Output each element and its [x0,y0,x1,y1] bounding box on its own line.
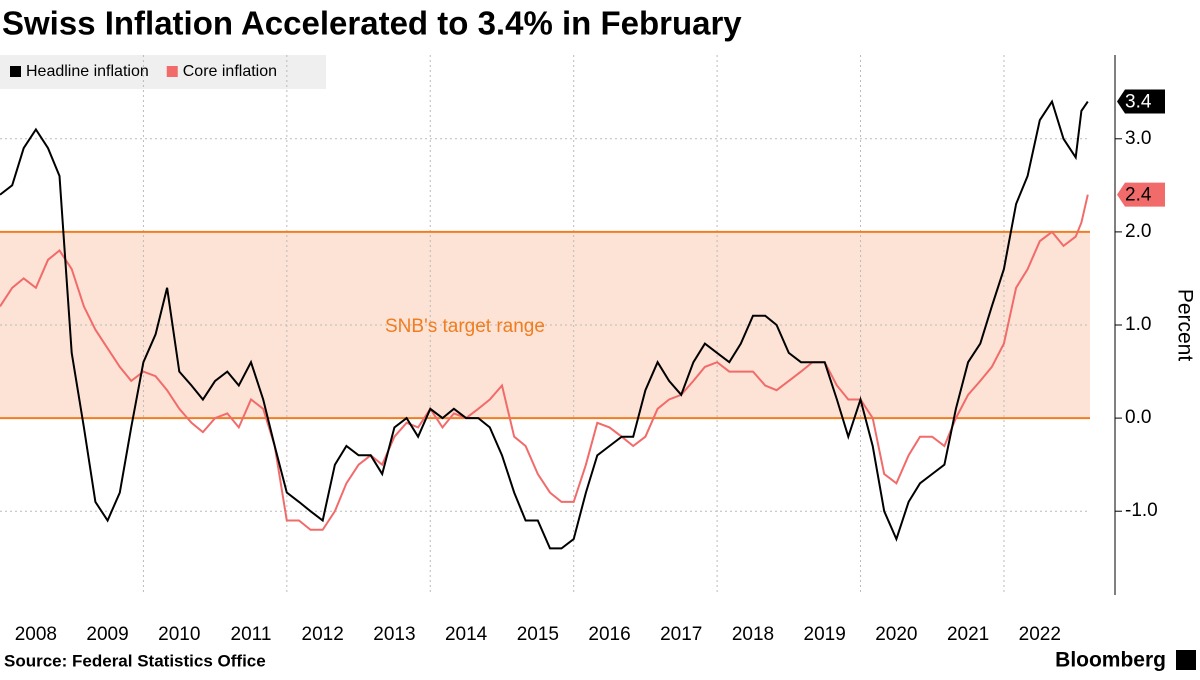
y-tick-label: 0.0 [1125,407,1151,428]
value-label: 3.4 [1125,92,1152,113]
brand: Bloomberg [1055,649,1166,672]
legend-box [0,55,326,89]
series-line [0,99,1089,550]
y-tick-label: 1.0 [1125,314,1151,335]
x-tick-label: 2013 [373,624,415,645]
band-label: SNB's target range [385,316,545,337]
legend-label: Headline inflation [26,63,149,80]
value-tag [1117,89,1165,114]
brand-icon [1176,650,1196,670]
x-tick-label: 2016 [588,624,630,645]
value-tag [1117,182,1165,207]
y-tick-label: 2.0 [1125,221,1151,242]
series-line [0,194,1089,531]
chart-title: Swiss Inflation Accelerated to 3.4% in F… [2,5,742,42]
x-tick-label: 2022 [1019,624,1061,645]
y-tick-label: 3.0 [1125,128,1151,149]
source: Source: Federal Statistics Office [4,651,266,670]
legend-label: Core inflation [183,63,277,80]
x-tick-label: 2018 [732,624,774,645]
legend-swatch [166,66,178,77]
x-tick-label: 2020 [875,624,917,645]
x-tick-label: 2017 [660,624,702,645]
x-tick-label: 2012 [302,624,344,645]
value-label: 2.4 [1125,185,1152,206]
y-axis-label: Percent [1173,289,1196,362]
x-tick-label: 2008 [15,624,57,645]
x-tick-label: 2015 [517,624,559,645]
x-tick-label: 2011 [231,624,272,645]
x-tick-label: 2019 [804,624,846,645]
x-tick-label: 2021 [947,624,989,645]
x-tick-label: 2014 [445,624,488,645]
x-tick-label: 2010 [158,624,200,645]
x-tick-label: 2009 [86,624,128,645]
y-tick-label: -1.0 [1125,500,1158,521]
legend-swatch [10,66,21,77]
